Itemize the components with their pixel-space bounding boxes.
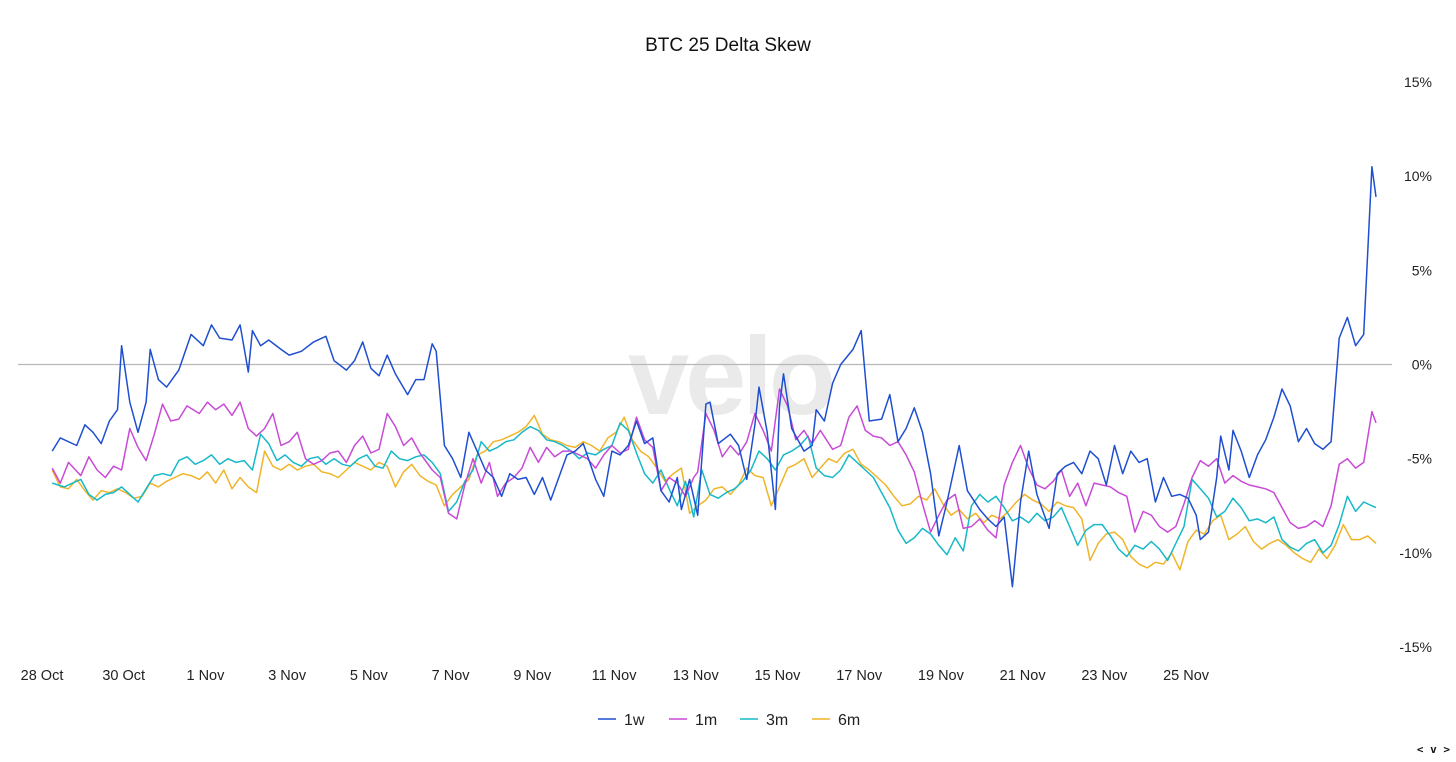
y-tick-label: 10%	[1404, 168, 1432, 184]
y-tick-label: 15%	[1404, 74, 1432, 90]
x-tick-label: 23 Nov	[1081, 668, 1128, 684]
x-tick-label: 1 Nov	[186, 668, 225, 684]
x-tick-label: 28 Oct	[21, 668, 64, 684]
x-tick-label: 21 Nov	[1000, 668, 1047, 684]
x-tick-label: 7 Nov	[432, 668, 471, 684]
x-tick-label: 9 Nov	[513, 668, 552, 684]
x-tick-label: 19 Nov	[918, 668, 965, 684]
legend-item-1m[interactable]: 1m	[669, 712, 717, 729]
legend-item-1w[interactable]: 1w	[598, 712, 645, 729]
y-tick-label: 0%	[1412, 357, 1432, 373]
y-tick-label: -10%	[1399, 545, 1432, 561]
velo-watermark-logo: velo	[628, 315, 832, 438]
x-tick-label: 5 Nov	[350, 668, 389, 684]
legend[interactable]: 1w 1m 3m 6m	[598, 712, 860, 729]
series-line-6m	[51, 414, 1377, 571]
chart-title: BTC 25 Delta Skew	[645, 35, 811, 56]
legend-label: 6m	[838, 712, 860, 729]
legend-item-6m[interactable]: 6m	[812, 712, 860, 729]
x-tick-label: 13 Nov	[673, 668, 720, 684]
legend-label: 3m	[766, 712, 788, 729]
y-tick-label: -5%	[1407, 451, 1432, 467]
x-tick-label: 30 Oct	[102, 668, 145, 684]
x-tick-label: 11 Nov	[592, 668, 638, 684]
x-tick-label: 17 Nov	[836, 668, 883, 684]
x-axis-ticks: 28 Oct 30 Oct 1 Nov 3 Nov 5 Nov 7 Nov 9 Nov 11 …	[21, 668, 1210, 684]
legend-item-3m[interactable]: 3m	[740, 712, 788, 729]
legend-label: 1w	[624, 712, 645, 729]
series-line-3m	[51, 422, 1377, 562]
y-axis-ticks: 15% 10% 5% 0% -5% -10% -15%	[1399, 74, 1432, 655]
y-tick-label: 5%	[1412, 262, 1432, 278]
series-lines	[51, 166, 1377, 588]
x-tick-label: 15 Nov	[754, 668, 801, 684]
y-tick-label: -15%	[1399, 639, 1432, 655]
series-line-1w	[51, 166, 1377, 588]
legend-label: 1m	[695, 712, 717, 729]
x-tick-label: 25 Nov	[1163, 668, 1210, 684]
x-tick-label: 3 Nov	[268, 668, 307, 684]
chart-nav-controls[interactable]: < v >	[1416, 743, 1450, 756]
